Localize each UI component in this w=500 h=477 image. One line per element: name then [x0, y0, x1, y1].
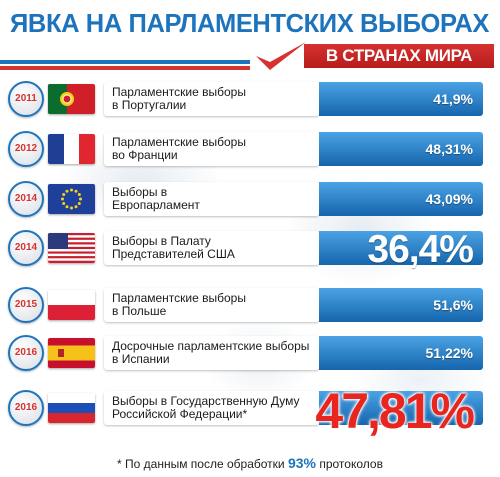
flag-portugal-icon	[48, 84, 95, 114]
election-label-line1: Парламентские выборы	[112, 85, 246, 99]
flag-poland-icon	[48, 290, 95, 320]
turnout-row: 2016 Выборы в Государственную Думу Российс…	[0, 383, 500, 439]
turnout-value: 51,6%	[433, 297, 473, 313]
turnout-value: 41,9%	[433, 91, 473, 107]
footnote-text: * По данным после обработки	[117, 457, 285, 471]
election-label: Парламентские выборы в Польше	[104, 288, 319, 322]
election-label-line1: Досрочные парламентские выборы	[112, 339, 310, 353]
year-badge: 2011	[8, 81, 44, 117]
turnout-row: 2014 Выборы в Европарламент 43,09%	[0, 181, 500, 217]
turnout-value: 48,31%	[425, 141, 473, 157]
page-subtitle: В СТРАНАХ МИРА	[304, 44, 494, 68]
election-label: Выборы в Палату Представителей США	[104, 231, 319, 265]
year-badge: 2014	[8, 181, 44, 217]
flag-spain-icon	[48, 338, 95, 368]
year-badge: 2012	[8, 131, 44, 167]
decorative-stripes	[0, 60, 250, 74]
page-title: ЯВКА НА ПАРЛАМЕНТСКИХ ВЫБОРАХ	[10, 10, 489, 38]
election-label-line2: Европарламент	[112, 198, 200, 212]
election-label: Выборы в Государственную Думу Российской …	[104, 391, 319, 425]
turnout-bar: 41,9%	[319, 82, 483, 116]
footnote: * По данным после обработки 93% протокол…	[0, 455, 500, 471]
turnout-row: 2011 Парламентские выборы в Португалии 41,9…	[0, 81, 500, 117]
turnout-row: 2012 Парламентские выборы во Франции 48,31%	[0, 131, 500, 167]
turnout-value: 43,09%	[425, 191, 473, 207]
turnout-value: 36,4%	[367, 228, 474, 271]
footnote-percent: 93%	[287, 455, 316, 471]
election-label: Парламентские выборы во Франции	[104, 132, 319, 166]
flag-france-icon	[48, 134, 95, 164]
turnout-value: 47,81%	[315, 383, 475, 439]
flag-russia-icon	[48, 393, 95, 423]
checkmark-icon	[256, 42, 306, 70]
election-label-line2: Российской Федерации*	[112, 407, 248, 421]
year-badge: 2015	[8, 287, 44, 323]
footnote-text-end: протоколов	[319, 457, 383, 471]
election-label-line1: Парламентские выборы	[112, 291, 246, 305]
flag-usa-icon	[48, 233, 95, 263]
election-label-line1: Парламентские выборы	[112, 135, 246, 149]
election-label-line2: Представителей США	[112, 247, 235, 261]
turnout-bar: 48,31%	[319, 132, 483, 166]
election-label: Досрочные парламентские выборы в Испании	[104, 336, 319, 370]
election-label-line2: в Испании	[112, 352, 170, 366]
election-label-line1: Выборы в Палату	[112, 234, 211, 248]
election-label-line2: во Франции	[112, 148, 178, 162]
year-badge: 2016	[8, 390, 44, 426]
turnout-bar: 51,6%	[319, 288, 483, 322]
turnout-bar: 51,22%	[319, 336, 483, 370]
flag-eu-icon	[48, 184, 95, 214]
election-label: Выборы в Европарламент	[104, 182, 319, 216]
turnout-row: 2015 Парламентские выборы в Польше 51,6%	[0, 287, 500, 323]
turnout-bar: 43,09%	[319, 182, 483, 216]
year-badge: 2014	[8, 230, 44, 266]
turnout-row: 2016 Досрочные парламентские выборы в Испа…	[0, 335, 500, 371]
turnout-bar: 47,81%	[315, 383, 483, 439]
turnout-row: 2014 Выборы в Палату Представителей США 36,…	[0, 228, 500, 271]
turnout-value: 51,22%	[425, 345, 473, 361]
election-label-line2: в Польше	[112, 304, 167, 318]
election-label: Парламентские выборы в Португалии	[104, 82, 319, 116]
turnout-bar: 36,4%	[319, 228, 483, 271]
election-label-line1: Выборы в	[112, 185, 168, 199]
year-badge: 2016	[8, 335, 44, 371]
election-label-line1: Выборы в Государственную Думу	[112, 394, 300, 408]
election-label-line2: в Португалии	[112, 98, 187, 112]
